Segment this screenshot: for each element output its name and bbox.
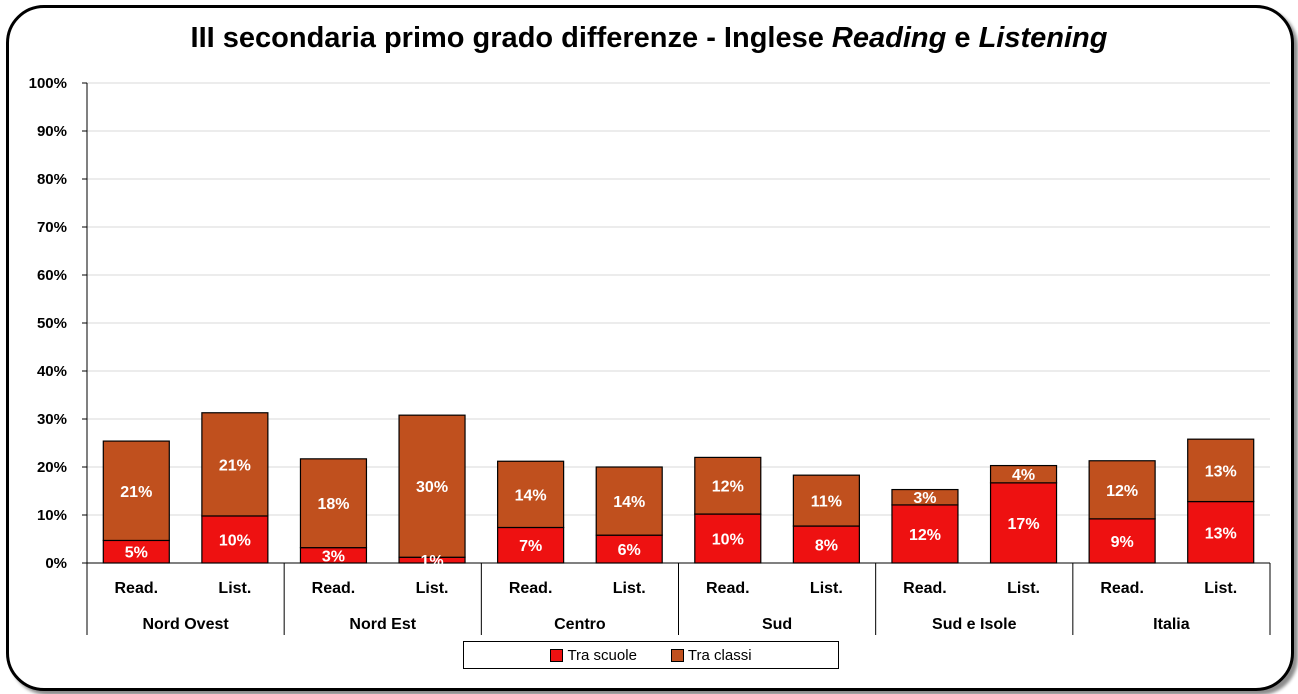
bar-tra-scuole: [792, 525, 860, 564]
data-label-tra-classi: 30%: [416, 479, 448, 496]
bar-tra-classi: [694, 456, 762, 515]
y-tick-label: 20%: [37, 459, 67, 476]
y-tick-label: 40%: [37, 363, 67, 380]
bar-tra-classi: [201, 412, 269, 517]
legend-item: Tra scuole: [550, 646, 637, 664]
data-label-tra-classi: 14%: [515, 487, 547, 504]
data-label-tra-classi: 4%: [1012, 467, 1035, 484]
data-label-tra-scuole: 5%: [125, 545, 148, 562]
legend-swatch: [550, 648, 564, 662]
chart-title-part: III secondaria primo grado differenze - …: [190, 22, 832, 54]
bar-tra-scuole: [595, 534, 663, 564]
y-tick-label: 30%: [37, 411, 67, 428]
y-tick-label: 70%: [37, 219, 67, 236]
bar-tra-classi: [989, 464, 1058, 484]
x-group-label: Sud e Isole: [932, 616, 1017, 633]
data-label-tra-scuole: 9%: [1111, 534, 1134, 551]
bar-tra-scuole: [891, 504, 959, 564]
chart-frame: [6, 5, 1294, 691]
bar-tra-scuole: [1088, 518, 1156, 564]
bar-tra-classi: [102, 440, 170, 542]
chart-legend: Tra scuole Tra classi: [463, 641, 839, 669]
x-sub-label: Read.: [115, 580, 159, 597]
x-sub-label: Read.: [903, 580, 947, 597]
x-sub-label: Read.: [706, 580, 750, 597]
data-label-tra-scuole: 3%: [322, 548, 345, 565]
y-tick-label: 90%: [37, 123, 67, 140]
data-label-tra-scuole: 10%: [219, 532, 251, 549]
x-group-label: Centro: [554, 616, 606, 633]
x-sub-label: List.: [1204, 580, 1237, 597]
bar-tra-classi: [891, 488, 959, 506]
bar-tra-classi: [1088, 460, 1156, 520]
x-group-label: Sud: [762, 616, 792, 633]
x-group-label: Nord Ovest: [142, 616, 229, 633]
chart-title-part: Reading: [831, 22, 947, 54]
chart-title: III secondaria primo grado differenze - …: [0, 22, 1298, 55]
x-sub-label: Read.: [1100, 580, 1144, 597]
y-tick-label: 10%: [37, 507, 67, 524]
data-label-tra-classi: 21%: [120, 484, 152, 501]
legend-label: Tra classi: [687, 646, 752, 664]
data-label-tra-classi: 3%: [913, 490, 936, 507]
y-tick-label: 60%: [37, 267, 67, 284]
x-group-label: Italia: [1153, 616, 1190, 633]
x-sub-label: List.: [1007, 580, 1040, 597]
chart-title-part: Listening: [978, 22, 1108, 54]
data-label-tra-scuole: 1%: [420, 553, 443, 570]
bar-tra-scuole: [694, 513, 762, 564]
x-sub-label: List.: [810, 580, 843, 597]
data-label-tra-classi: 21%: [219, 457, 251, 474]
bar-tra-classi: [792, 474, 860, 527]
bar-tra-classi: [497, 460, 565, 529]
y-tick-label: 50%: [37, 315, 67, 332]
x-group-label: Nord Est: [349, 616, 416, 633]
bar-tra-scuole: [201, 515, 269, 564]
bar-tra-scuole: [989, 482, 1058, 564]
legend-swatch: [670, 648, 684, 662]
x-sub-label: List.: [218, 580, 251, 597]
data-label-tra-classi: 13%: [1205, 463, 1237, 480]
data-label-tra-classi: 11%: [811, 494, 842, 511]
data-label-tra-scuole: 10%: [712, 532, 744, 549]
data-label-tra-scuole: 13%: [1205, 525, 1237, 542]
bar-tra-classi: [299, 458, 368, 549]
data-label-tra-classi: 12%: [712, 479, 744, 496]
data-label-tra-classi: 12%: [1106, 483, 1138, 500]
bar-tra-classi: [1187, 438, 1255, 503]
x-sub-label: List.: [416, 580, 449, 597]
legend-item: Tra classi: [670, 646, 752, 664]
bar-tra-classi: [595, 466, 663, 536]
data-label-tra-classi: 18%: [317, 496, 349, 513]
data-label-tra-classi: 14%: [613, 494, 645, 511]
data-label-tra-scuole: 6%: [618, 542, 641, 559]
data-label-tra-scuole: 12%: [909, 527, 941, 544]
x-sub-label: Read.: [509, 580, 553, 597]
bar-tra-classi: [398, 414, 466, 558]
data-label-tra-scuole: 7%: [519, 538, 542, 555]
x-sub-label: List.: [613, 580, 646, 597]
data-label-tra-scuole: 17%: [1008, 516, 1040, 533]
y-tick-label: 0%: [45, 555, 67, 572]
x-sub-label: Read.: [312, 580, 356, 597]
data-label-tra-scuole: 8%: [815, 538, 838, 555]
y-tick-label: 80%: [37, 171, 67, 188]
y-tick-label: 100%: [29, 75, 67, 92]
chart-title-part: e: [946, 22, 979, 54]
legend-label: Tra scuole: [567, 646, 637, 664]
